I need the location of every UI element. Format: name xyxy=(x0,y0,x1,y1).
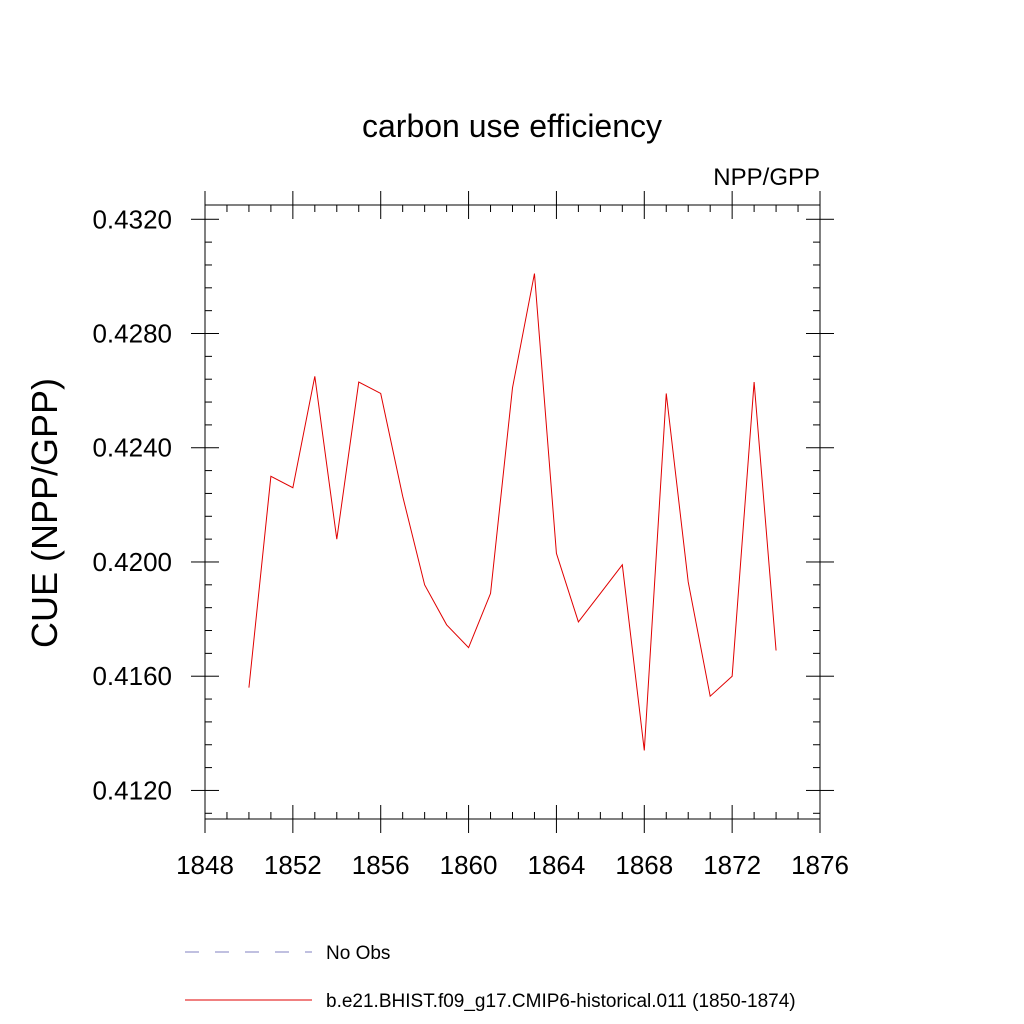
x-tick-label: 1848 xyxy=(176,850,234,880)
x-tick-label: 1864 xyxy=(528,850,586,880)
legend: No Obs b.e21.BHIST.f09_g17.CMIP6-historic… xyxy=(185,943,796,1012)
x-tick-label: 1872 xyxy=(703,850,761,880)
x-tick-label: 1856 xyxy=(352,850,410,880)
x-tick-label: 1860 xyxy=(440,850,498,880)
legend-label-1: b.e21.BHIST.f09_g17.CMIP6-historical.011… xyxy=(326,991,796,1012)
y-tick-label: 0.4280 xyxy=(92,319,172,349)
y-tick-label: 0.4320 xyxy=(92,204,172,234)
plot-frame xyxy=(204,204,821,820)
series-layer xyxy=(248,273,777,751)
series-line-1 xyxy=(248,273,777,751)
y-axis-label: CUE (NPP/GPP) xyxy=(24,378,65,648)
x-tick-label: 1868 xyxy=(615,850,673,880)
axis-ticks: 1848 1852 1856 1860 1864 1868 1872 1876 0.4120 0.… xyxy=(92,191,849,880)
y-tick-label: 0.4160 xyxy=(92,661,172,691)
y-tick-label: 0.4240 xyxy=(92,433,172,463)
chart-title: carbon use efficiency xyxy=(362,108,662,144)
x-tick-label: 1876 xyxy=(791,850,849,880)
chart-subtitle: NPP/GPP xyxy=(713,164,820,191)
legend-label-0: No Obs xyxy=(326,943,390,964)
y-tick-label: 0.4200 xyxy=(92,547,172,577)
y-tick-label: 0.4120 xyxy=(92,775,172,805)
x-tick-label: 1852 xyxy=(264,850,322,880)
